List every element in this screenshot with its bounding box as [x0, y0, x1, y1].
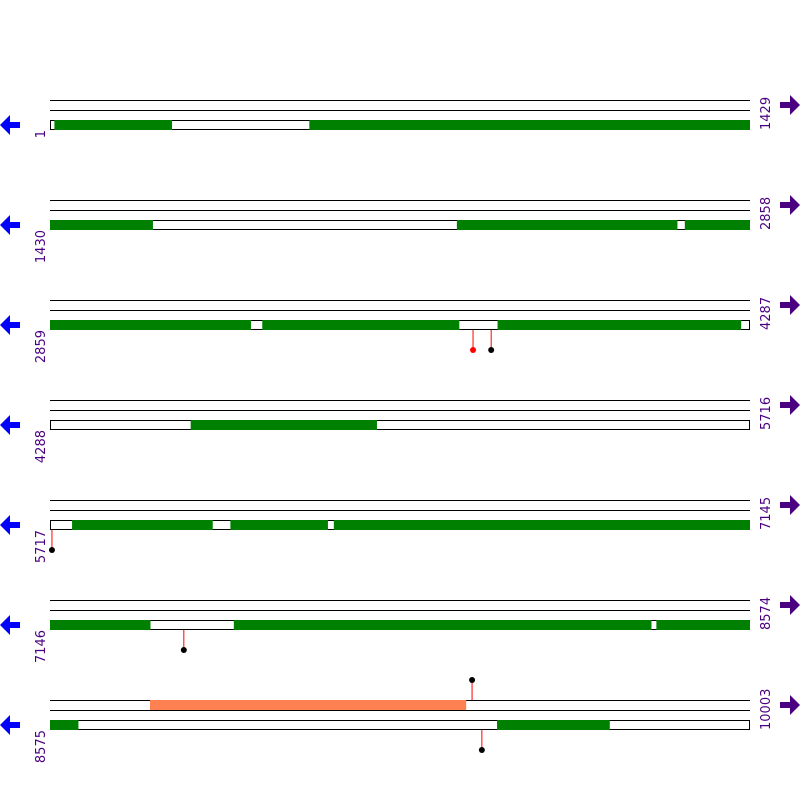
feature-block	[50, 320, 251, 330]
row-start-label: 2859	[34, 330, 49, 363]
feature-block	[190, 420, 377, 430]
sequence-row: 7146 8574	[0, 595, 800, 663]
feature-block	[72, 520, 213, 530]
left-arrow-icon[interactable]	[0, 715, 20, 735]
right-arrow-icon[interactable]	[780, 595, 800, 615]
left-arrow-icon[interactable]	[0, 415, 20, 435]
row-end-label: 7145	[759, 497, 774, 530]
row-start-label: 8575	[34, 730, 49, 763]
row-start-label: 1	[34, 130, 49, 138]
left-arrow-icon[interactable]	[0, 515, 20, 535]
sequence-row: 8575 10003	[0, 677, 800, 763]
right-arrow-icon[interactable]	[780, 95, 800, 115]
feature-block	[54, 120, 173, 130]
sequence-row: 2859 4287	[0, 295, 800, 363]
feature-block	[50, 620, 151, 630]
feature-block	[497, 320, 742, 330]
feature-block	[262, 320, 460, 330]
feature-block	[230, 520, 328, 530]
sequence-row: 1 1429	[0, 95, 800, 138]
row-end-label: 1429	[759, 97, 774, 130]
left-arrow-icon[interactable]	[0, 615, 20, 635]
feature-block	[456, 220, 678, 230]
marker-dot[interactable]	[180, 647, 187, 653]
sequence-row: 4288 5716	[0, 395, 800, 463]
track-bar	[50, 420, 750, 430]
left-arrow-icon[interactable]	[0, 215, 20, 235]
row-end-label: 4287	[759, 297, 774, 330]
marker-dot[interactable]	[478, 747, 485, 753]
row-start-label: 4288	[34, 430, 49, 463]
row-end-label: 10003	[759, 689, 774, 730]
right-arrow-icon[interactable]	[780, 295, 800, 315]
feature-block	[497, 720, 610, 730]
row-end-label: 8574	[759, 597, 774, 630]
marker-dot[interactable]	[470, 347, 477, 353]
feature-block	[50, 720, 79, 730]
feature-block	[309, 120, 750, 130]
marker-dot[interactable]	[48, 547, 55, 553]
row-start-label: 5717	[34, 530, 49, 563]
left-arrow-icon[interactable]	[0, 315, 20, 335]
right-arrow-icon[interactable]	[780, 695, 800, 715]
row-start-label: 1430	[34, 230, 49, 263]
sequence-row: 5717 7145	[0, 495, 800, 563]
left-arrow-icon[interactable]	[0, 115, 20, 135]
row-end-label: 5716	[759, 397, 774, 430]
right-arrow-icon[interactable]	[780, 495, 800, 515]
feature-block	[233, 620, 652, 630]
sequence-row: 1430 2858	[0, 195, 800, 263]
right-arrow-icon[interactable]	[780, 195, 800, 215]
feature-block	[656, 620, 750, 630]
row-start-label: 7146	[34, 630, 49, 663]
marker-dot[interactable]	[469, 677, 476, 683]
row-end-label: 2858	[759, 197, 774, 230]
track-bar	[50, 720, 750, 730]
marker-dot[interactable]	[488, 347, 495, 353]
feature-block	[684, 220, 750, 230]
feature-block	[50, 220, 153, 230]
feature-block	[333, 520, 750, 530]
right-arrow-icon[interactable]	[780, 395, 800, 415]
feature-block	[150, 700, 467, 710]
